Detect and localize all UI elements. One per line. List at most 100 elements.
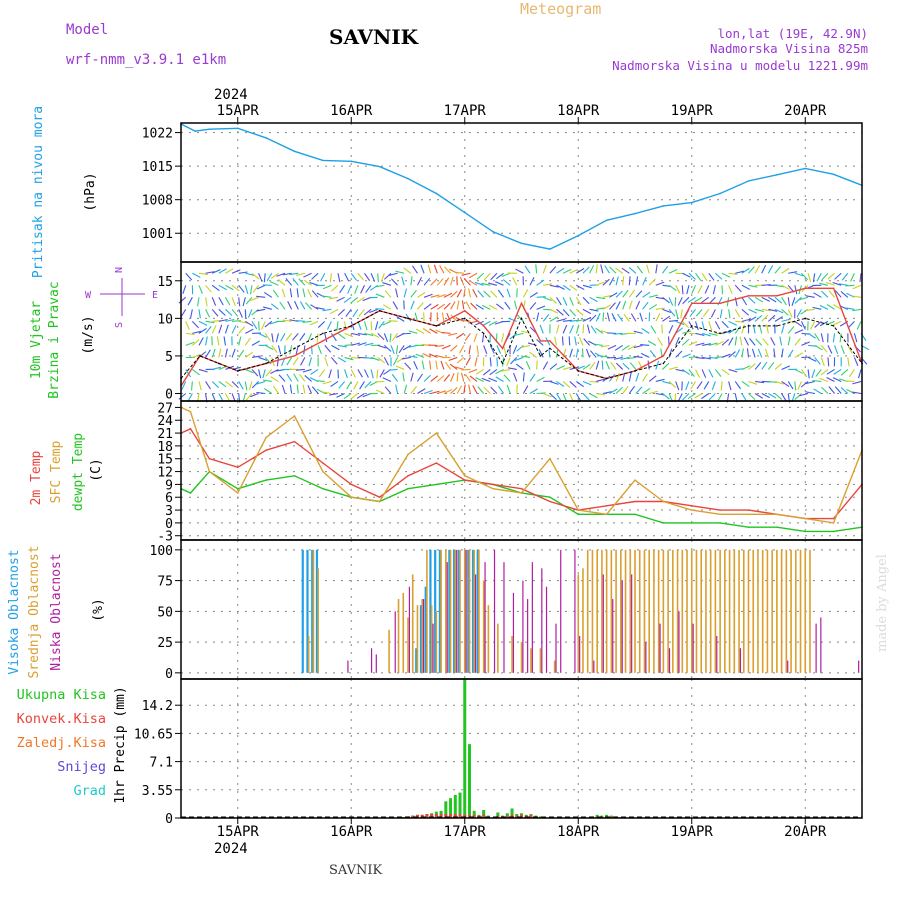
wind-arrow [762, 265, 766, 273]
wind-arrow [669, 325, 673, 333]
wind-arrow [303, 289, 305, 298]
wind-arrow [662, 297, 669, 303]
wind-arrow [469, 385, 471, 394]
wind-arrow [729, 321, 737, 325]
mid_cloud-bar [691, 550, 693, 673]
wind-arrow [199, 338, 203, 346]
temp2m-point [549, 501, 551, 503]
wind-arrow [662, 393, 669, 399]
high-cloud-ylabel: Visoka Oblacnost [7, 549, 22, 674]
wind-arrow [756, 339, 762, 346]
wind-arrow [232, 309, 238, 316]
wind_speed-point [199, 355, 201, 357]
wind-arrow [584, 339, 590, 346]
wind_speed-point [379, 310, 381, 312]
mid_cloud-bar [677, 550, 679, 673]
wind-arrow [224, 337, 225, 346]
sfc_temp-point [190, 411, 192, 413]
wind-arrow [859, 369, 862, 378]
pressure-point [237, 127, 239, 129]
wind-arrow [219, 349, 221, 358]
wind-arrow [835, 273, 842, 279]
mid_cloud-bar [521, 642, 523, 673]
wind-arrow [543, 362, 547, 370]
wind-arrow [817, 273, 821, 281]
wind-arrow [515, 269, 523, 273]
wind-arrow [422, 361, 424, 370]
wind-arrow [543, 265, 546, 273]
wind-arrow [603, 312, 604, 321]
wind_speed-point [350, 325, 352, 327]
wind-arrow [478, 387, 484, 394]
wind-arrow [755, 297, 763, 302]
wind-arrow [669, 381, 676, 387]
wind-arrow [271, 377, 279, 382]
wind-arrow [345, 369, 348, 378]
date-bottom-label: 16APR [330, 824, 373, 840]
ytick-label: -3 [157, 530, 173, 545]
compass-west: W [85, 290, 92, 301]
pressure-point [748, 180, 750, 182]
mid_cloud-bar [464, 550, 466, 673]
wind-arrow [601, 265, 603, 274]
wind-arrow [259, 273, 263, 281]
wind-arrow [277, 357, 278, 366]
wind-arrow [609, 277, 613, 285]
pressure-point [294, 150, 296, 152]
wind-arrow [355, 285, 358, 293]
wind-arrow [720, 309, 722, 318]
wind-arrow [396, 345, 397, 354]
wind_gust-point [748, 295, 750, 297]
wind-arrow [393, 302, 398, 310]
wind-arrow [351, 297, 358, 303]
pressure-point [464, 212, 466, 214]
wind_speed-point [218, 363, 220, 365]
wind-arrow [417, 389, 425, 394]
wind-arrow [530, 292, 538, 297]
wind-arrow [252, 341, 260, 345]
mid_cloud-bar [724, 550, 726, 673]
wind-arrow [444, 303, 450, 309]
wind-arrow [360, 381, 365, 389]
date-bottom-label: 15APR [217, 824, 260, 840]
wind-arrow [851, 273, 855, 281]
wind-arrow [840, 333, 841, 342]
wind-arrow [345, 273, 349, 281]
wind-arrow [636, 291, 642, 298]
wind-arrow [466, 357, 470, 365]
wind-arrow [643, 388, 650, 393]
wind-arrow [629, 290, 634, 297]
wind-arrow [735, 336, 736, 345]
wind-arrow [484, 273, 490, 280]
wind-arrow [676, 337, 680, 345]
credit-label: made by Angel [875, 554, 890, 652]
wind-arrow [364, 369, 368, 377]
wind-arrow [245, 329, 253, 333]
wind-arrow [464, 385, 465, 394]
wind_gust-point [294, 355, 296, 357]
wind-arrow [735, 285, 741, 292]
wind-arrow [788, 381, 793, 389]
low_cloud-bar [858, 661, 859, 673]
wind-arrow [219, 297, 223, 305]
wind-arrow [300, 302, 304, 310]
wind-arrow [814, 389, 822, 394]
wind-arrow [473, 289, 477, 297]
sfc_temp-point [209, 471, 211, 473]
date-top-label: 20APR [784, 103, 827, 119]
wind-arrow [537, 360, 538, 369]
wind-arrow [206, 297, 207, 306]
wind-arrow [192, 321, 198, 327]
mid_cloud-bar [615, 550, 617, 673]
wind-arrow [424, 304, 431, 309]
wind-arrow [411, 276, 412, 285]
temp2m-point [719, 509, 721, 511]
wind-arrow [225, 349, 227, 358]
pressure-point [350, 161, 352, 163]
pressure-point [634, 213, 636, 215]
wind-arrow [364, 273, 369, 280]
wind-arrow [300, 374, 305, 381]
wind-arrow [239, 297, 240, 306]
wind_speed-point [549, 348, 551, 350]
ytick-label: 15 [157, 275, 173, 290]
